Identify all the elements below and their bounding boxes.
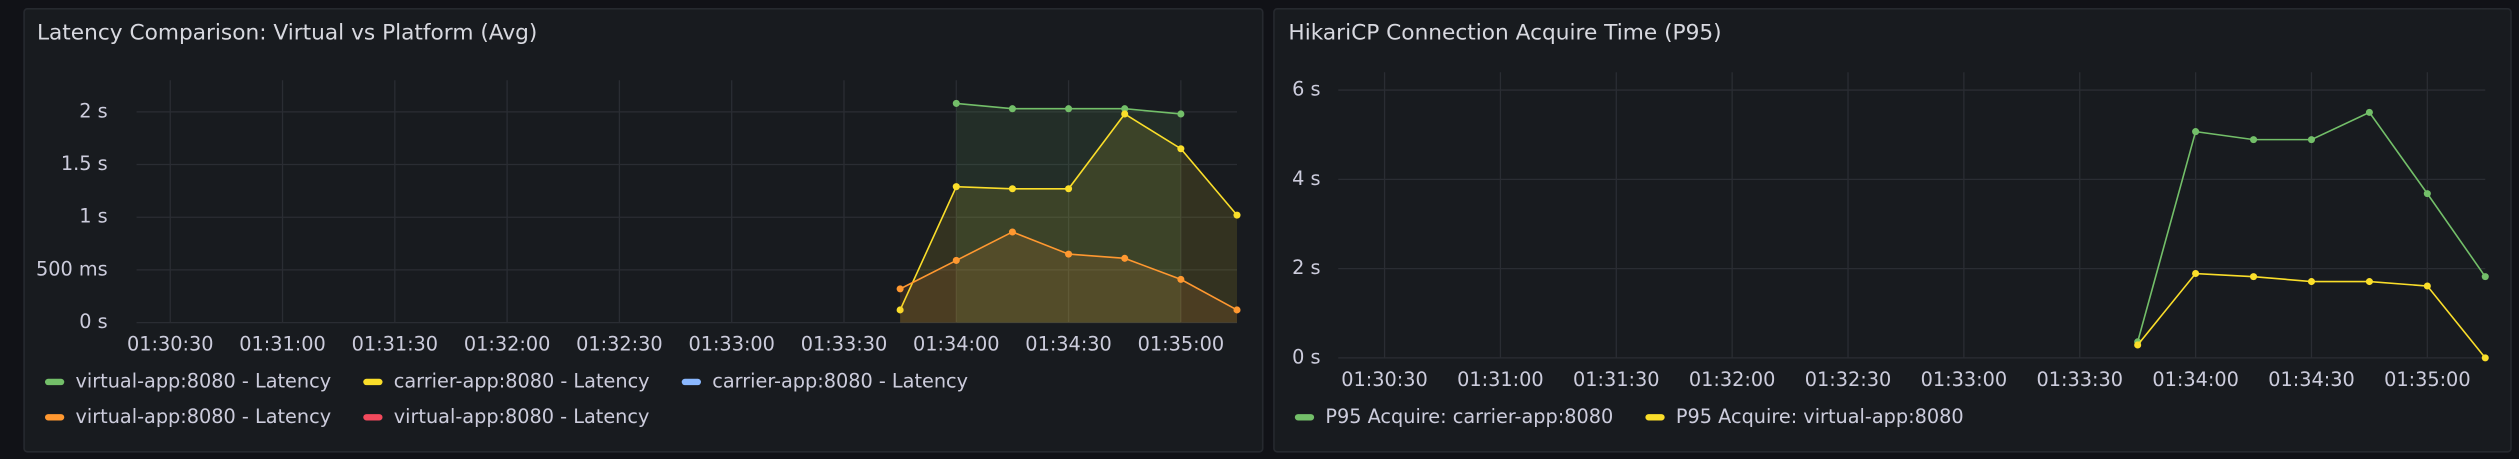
x-tick-label: 01:32:30 (1805, 368, 1892, 391)
data-point (2134, 341, 2142, 349)
data-point (1008, 185, 1016, 193)
data-point (1121, 110, 1129, 118)
series-area (900, 231, 1238, 323)
panel (23, 8, 1264, 453)
data-point (1008, 105, 1016, 113)
legend-label: virtual-app:8080 - Latency (76, 369, 332, 392)
data-point (1065, 105, 1073, 113)
data-point (1065, 250, 1073, 258)
y-tick-label: 500 ms (36, 257, 108, 280)
y-tick-label: 0 s (79, 310, 107, 333)
x-tick-label: 01:35:00 (1138, 333, 1225, 356)
series-area (956, 103, 1181, 323)
legend-swatch (363, 414, 383, 421)
data-point (1121, 105, 1129, 113)
y-tick-label: 2 s (1292, 256, 1320, 279)
legend-label: virtual-app:8080 - Latency (76, 405, 332, 428)
series-area (900, 113, 1238, 323)
x-tick-label: 01:33:30 (801, 333, 888, 356)
legend-label: P95 Acquire: carrier-app:8080 (1325, 405, 1613, 428)
x-tick-label: 01:34:00 (2152, 368, 2239, 391)
data-point (1233, 306, 1241, 314)
data-point (2250, 136, 2258, 144)
legend-swatch (363, 378, 383, 386)
data-point (1233, 211, 1241, 219)
data-point (1177, 110, 1185, 118)
x-tick-label: 01:32:00 (464, 333, 551, 356)
data-point (2192, 269, 2200, 278)
x-tick-label: 01:34:30 (1025, 333, 1112, 356)
legend-label: P95 Acquire: virtual-app:8080 (1676, 405, 1964, 428)
data-point (896, 285, 904, 293)
panel-title: Latency Comparison: Virtual vs Platform … (37, 21, 537, 46)
data-point (2307, 278, 2316, 286)
x-tick-label: 01:32:30 (576, 333, 663, 356)
x-tick-label: 01:31:00 (1457, 368, 1544, 391)
y-tick-label: 0 s (1292, 345, 1320, 368)
x-tick-label: 01:34:00 (913, 333, 1000, 356)
data-point (2307, 136, 2316, 144)
x-tick-label: 01:33:30 (2036, 368, 2123, 391)
data-point (1065, 185, 1073, 193)
data-point (1177, 275, 1185, 283)
data-point (2365, 108, 2373, 116)
panel-title: HikariCP Connection Acquire Time (P95) (1288, 21, 1721, 46)
data-point (2365, 278, 2373, 286)
data-point (2192, 128, 2200, 136)
panel (1273, 8, 2512, 453)
x-tick-label: 01:31:30 (1573, 368, 1660, 391)
y-tick-label: 1 s (79, 205, 107, 228)
data-point (952, 183, 960, 191)
x-tick-label: 01:33:00 (688, 333, 775, 356)
legend-label: carrier-app:8080 - Latency (394, 369, 650, 392)
data-point (1008, 228, 1016, 236)
legend-label: virtual-app:8080 - Latency (394, 405, 650, 428)
x-tick-label: 01:34:30 (2268, 368, 2355, 391)
data-point (896, 306, 904, 314)
data-point (2481, 354, 2489, 362)
x-tick-label: 01:35:00 (2384, 368, 2471, 391)
legend-swatch (44, 414, 65, 421)
x-tick-label: 01:31:00 (239, 333, 326, 356)
y-tick-label: 6 s (1292, 78, 1320, 101)
data-point (2423, 282, 2431, 290)
data-point (952, 99, 960, 107)
legend-label: carrier-app:8080 - Latency (712, 369, 968, 392)
x-tick-label: 01:33:00 (1921, 368, 2008, 391)
x-tick-label: 01:30:30 (1341, 368, 1428, 391)
legend-swatch (44, 378, 65, 386)
y-tick-label: 4 s (1292, 167, 1320, 190)
x-tick-label: 01:31:30 (352, 333, 439, 356)
legend-swatch (1294, 414, 1315, 421)
data-point (1121, 254, 1129, 262)
data-point (1177, 145, 1185, 153)
x-tick-label: 01:32:00 (1689, 368, 1776, 391)
data-point (2250, 273, 2258, 281)
data-point (2481, 273, 2489, 281)
data-point (2423, 190, 2431, 198)
legend-swatch (1645, 414, 1665, 421)
data-point (952, 256, 960, 264)
legend-swatch (681, 378, 701, 386)
y-tick-label: 2 s (79, 99, 107, 122)
x-tick-label: 01:30:30 (127, 333, 214, 356)
y-tick-label: 1.5 s (61, 152, 108, 175)
